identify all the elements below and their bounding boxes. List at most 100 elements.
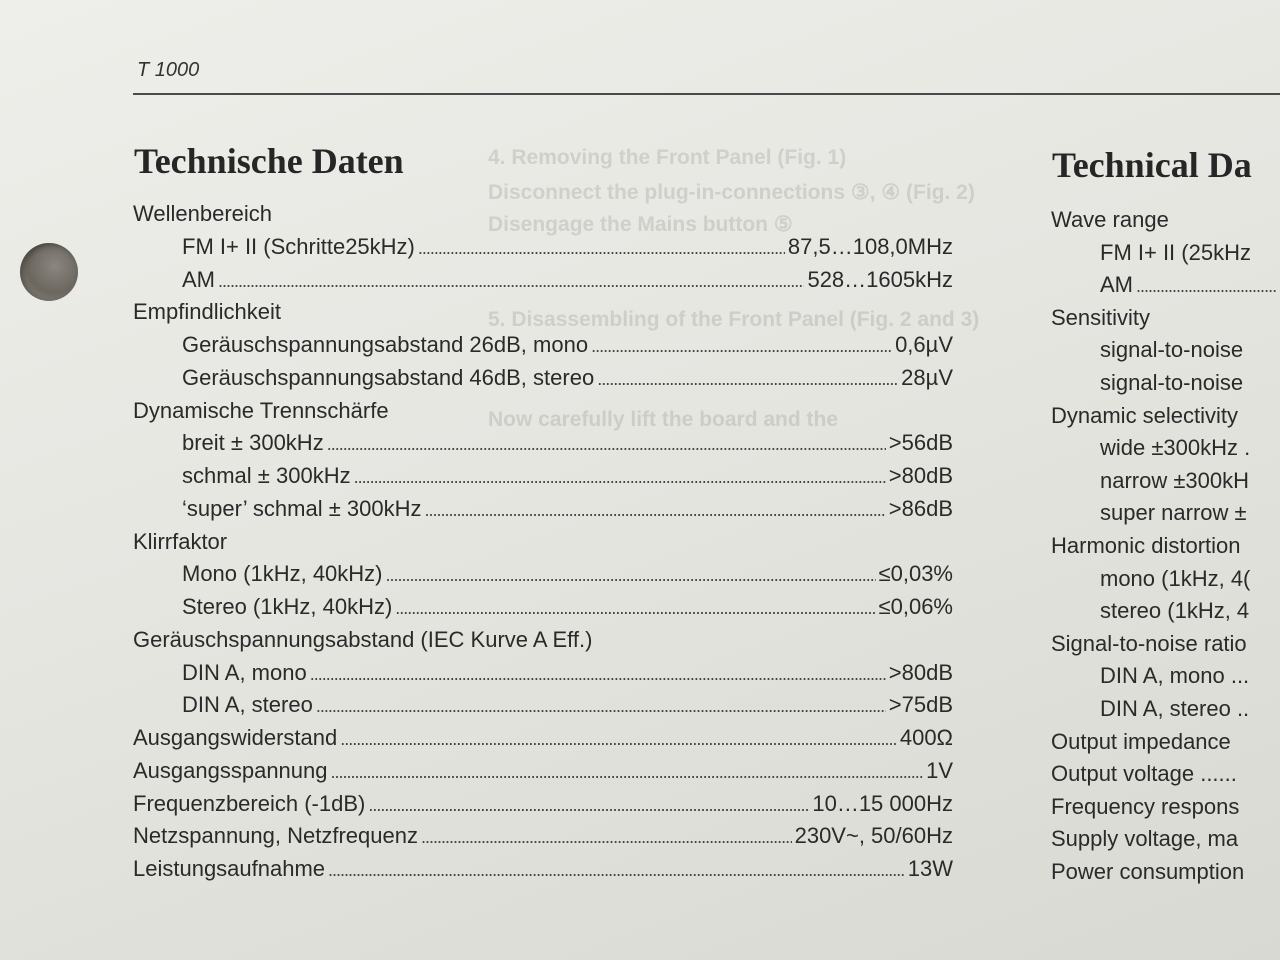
spec-label: Klirrfaktor [133, 528, 228, 554]
spec-label: super narrow ± [1100, 500, 1247, 526]
page-header-model: T 1000 [137, 59, 200, 81]
spec-label: Ausgangswiderstand [133, 725, 338, 750]
spec-label: FM I+ II (Schritte25kHz) [182, 233, 415, 259]
spec-row: DIN A, mono ... [1100, 663, 1280, 695]
spec-label: Output voltage ...... [1051, 761, 1237, 787]
spec-row: Output impedance [1051, 729, 1280, 761]
dot-leader [354, 463, 886, 489]
spec-row: narrow ±300kH [1100, 468, 1280, 500]
spec-value: >86dB [888, 495, 953, 521]
dot-leader [328, 856, 905, 882]
dot-leader [597, 365, 898, 391]
spec-row: DIN A, mono >80dB [182, 660, 953, 692]
spec-row: Wave range [1051, 207, 1280, 239]
dot-leader [310, 660, 886, 686]
spec-group-label: Empfindlichkeit [133, 299, 953, 331]
spec-row: Signal-to-noise ratio [1051, 631, 1280, 663]
dot-leader [1136, 272, 1277, 298]
dot-leader [386, 561, 876, 587]
spec-label: mono (1kHz, 4( [1100, 565, 1251, 591]
spec-group-label: Dynamische Trennschärfe [133, 398, 953, 430]
spec-row: Ausgangsspannung 1V [133, 758, 953, 790]
spec-label: Supply voltage, ma [1051, 826, 1239, 852]
spec-label: narrow ±300kH [1100, 467, 1250, 493]
spec-row: AM [1100, 272, 1280, 304]
spec-label: Frequenzbereich (-1dB) [133, 790, 366, 816]
spec-row: Power consumption [1051, 859, 1280, 891]
spec-label: Ausgangsspannung [133, 757, 328, 783]
spec-label: Stereo (1kHz, 40kHz) [182, 594, 393, 619]
spec-label: Signal-to-noise ratio [1051, 630, 1247, 656]
dot-leader [327, 430, 886, 456]
spec-row: Frequenzbereich (-1dB) 10…15 000Hz [133, 791, 953, 823]
spec-label: wide ±300kHz . [1100, 435, 1251, 461]
header-rule [133, 93, 1280, 95]
spec-value: >75dB [888, 692, 953, 718]
ghost-text-line: Disconnect the plug-in-connections ③, ④ … [488, 181, 975, 204]
spec-label: ‘super’ schmal ± 300kHz [182, 495, 422, 521]
spec-value: 1V [926, 757, 953, 783]
spec-row: schmal ± 300kHz >80dB [182, 463, 953, 495]
dot-leader [331, 758, 924, 784]
spec-row: Leistungsaufnahme 13W [133, 856, 953, 888]
spec-row: Harmonic distortion [1051, 533, 1280, 565]
spec-value: 528…1605kHz [807, 266, 953, 292]
dot-leader [418, 234, 785, 260]
spec-label: DIN A, mono [182, 659, 307, 685]
spec-label: Wellenbereich [133, 201, 273, 226]
ghost-text-line: 4. Removing the Front Panel (Fig. 1) [488, 146, 847, 169]
dot-leader [421, 823, 792, 849]
dot-leader [340, 725, 897, 751]
spec-label: signal-to-noise [1100, 337, 1244, 363]
spec-row: FM I+ II (25kHz [1100, 240, 1280, 272]
dot-leader [368, 791, 809, 817]
spec-label: AM [182, 266, 215, 292]
spec-group-label: Geräuschspannungsabstand (IEC Kurve A Ef… [133, 627, 953, 659]
spec-value: 87,5…108,0MHz [787, 233, 953, 259]
spec-value: 28µV [901, 364, 953, 390]
spec-row: signal-to-noise [1100, 370, 1280, 402]
spec-label: Geräuschspannungsabstand 46dB, stereo [182, 364, 595, 390]
spec-row: Stereo (1kHz, 40kHz) ≤0,06% [182, 594, 953, 626]
spec-label: Geräuschspannungsabstand (IEC Kurve A Ef… [133, 626, 593, 652]
spec-value: 13W [907, 856, 953, 881]
spec-value: 400Ω [899, 725, 953, 750]
spec-label: AM [1100, 272, 1133, 298]
spec-label: DIN A, mono ... [1100, 663, 1250, 689]
spec-label: schmal ± 300kHz [182, 463, 351, 488]
spec-row: wide ±300kHz . [1100, 435, 1280, 467]
dot-leader [316, 692, 886, 718]
spec-row: Sensitivity [1051, 305, 1280, 337]
spec-value: ≤0,06% [878, 594, 953, 619]
spec-label: Mono (1kHz, 40kHz) [182, 561, 383, 587]
spec-row: Geräuschspannungsabstand 46dB, stereo 28µ… [182, 365, 953, 397]
spec-row: FM I+ II (Schritte25kHz) 87,5…108,0MHz [182, 234, 953, 266]
spec-row: super narrow ± [1100, 500, 1280, 532]
german-heading: Technische Daten [134, 141, 404, 181]
spec-row: breit ± 300kHz >56dB [182, 430, 953, 462]
spec-row: Netzspannung, Netzfrequenz 230V~, 50/60Hz [133, 823, 953, 855]
spec-label: Power consumption [1051, 859, 1245, 884]
spec-value: >80dB [888, 463, 953, 488]
spec-row: Output voltage ...... [1051, 761, 1280, 793]
spec-value: 230V~, 50/60Hz [794, 823, 953, 849]
spec-label: Dynamic selectivity [1051, 402, 1239, 428]
spec-group-label: Klirrfaktor [133, 529, 953, 561]
dot-leader [425, 496, 886, 522]
spec-label: breit ± 300kHz [182, 430, 324, 456]
spec-label: Empfindlichkeit [133, 299, 281, 325]
spec-value: >56dB [888, 430, 953, 456]
spec-label: Harmonic distortion [1051, 533, 1241, 558]
spec-label: Wave range [1051, 207, 1169, 232]
spec-row: Mono (1kHz, 40kHz) ≤0,03% [182, 561, 953, 593]
spec-label: Frequency respons [1051, 793, 1240, 819]
dot-leader [218, 267, 804, 293]
spec-row: Supply voltage, ma [1051, 826, 1280, 858]
spec-row: stereo (1kHz, 4 [1100, 598, 1280, 630]
spec-row: Dynamic selectivity [1051, 403, 1280, 435]
ghost-text-line: Disengage the Mains button ⑤ [488, 213, 793, 236]
spec-value: ≤0,03% [878, 561, 953, 587]
spec-row: ‘super’ schmal ± 300kHz >86dB [182, 496, 953, 528]
ghost-text-line: Now carefully lift the board and the [488, 408, 839, 431]
